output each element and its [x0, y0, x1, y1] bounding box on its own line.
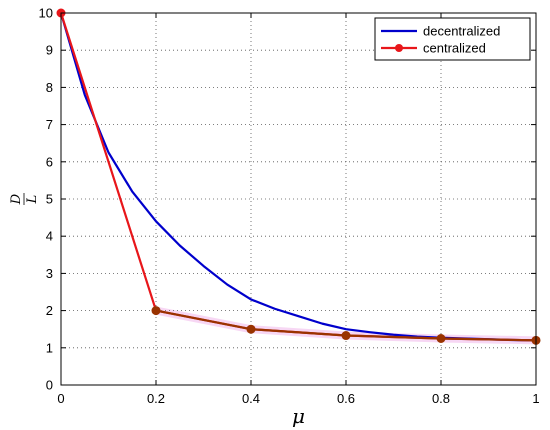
- x-tick-label: 0.2: [147, 391, 165, 406]
- point-centralized: [341, 331, 351, 341]
- legend-marker-centralized: [395, 44, 403, 52]
- y-tick-label: 8: [46, 80, 53, 95]
- y-tick-label: 0: [46, 378, 53, 393]
- y-axis-label: D L: [9, 193, 40, 205]
- legend-label-decentralized: decentralized: [423, 24, 500, 39]
- point-centralized: [246, 324, 256, 334]
- x-tick-label: 1: [532, 391, 539, 406]
- y-tick-label: 6: [46, 154, 53, 169]
- y-tick-label: 2: [46, 303, 53, 318]
- y-axis-label-denominator: L: [25, 195, 40, 205]
- series-layer: [56, 8, 541, 345]
- x-tick-label: 0: [57, 391, 64, 406]
- y-tick-label: 7: [46, 117, 53, 132]
- y-axis-label-numerator: D: [9, 193, 24, 205]
- y-tick-label: 5: [46, 192, 53, 207]
- y-tick-label: 9: [46, 43, 53, 58]
- legend: decentralized centralized: [374, 17, 531, 61]
- x-tick-label: 0.6: [337, 391, 355, 406]
- legend-box: [374, 17, 531, 61]
- legend-label-centralized: centralized: [423, 41, 486, 56]
- y-tick-label: 4: [46, 229, 53, 244]
- y-tick-label: 3: [46, 266, 53, 281]
- x-axis-label: μ: [292, 404, 305, 428]
- y-tick-label: 1: [46, 340, 53, 355]
- x-tick-label: 0.4: [242, 391, 260, 406]
- point-centralized: [436, 334, 446, 343]
- y-tick-label: 10: [39, 6, 53, 21]
- x-tick-label: 0.8: [432, 391, 450, 406]
- point-centralized: [151, 306, 161, 316]
